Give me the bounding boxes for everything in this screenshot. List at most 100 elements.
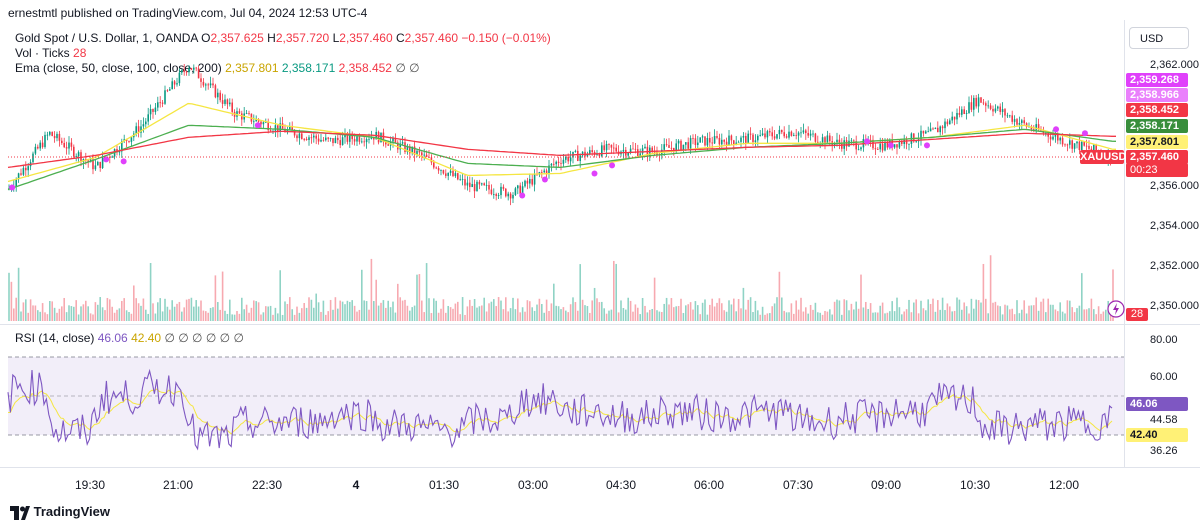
candle-body	[433, 162, 435, 168]
candle-body	[673, 147, 675, 152]
volume-bar	[401, 300, 404, 321]
ema-label[interactable]: Ema (close, 50, close, 100, close, 200)	[15, 61, 222, 75]
published-line: ernestmtl published on TradingView.com, …	[8, 6, 368, 20]
volume-bar	[560, 309, 562, 321]
volume-bar	[898, 307, 901, 321]
volume-bar	[286, 304, 289, 321]
volume-bar	[670, 298, 673, 321]
volume-bar	[389, 307, 392, 321]
volume-bar	[68, 305, 70, 321]
volume-bar	[1102, 311, 1105, 321]
candle-body	[457, 173, 459, 180]
price-axis-label: 2,356.000	[1150, 180, 1199, 192]
time-axis-label: 07:30	[782, 478, 814, 492]
volume-bar	[437, 312, 440, 321]
candle-body	[34, 146, 37, 154]
candle-body	[1011, 115, 1013, 122]
volume-bar	[370, 258, 373, 321]
volume-bar	[673, 307, 675, 321]
volume-bar	[471, 305, 473, 321]
tradingview-logo[interactable]: TradingView	[10, 504, 110, 520]
volume-bar	[1016, 300, 1018, 321]
volume-bar	[1100, 313, 1102, 321]
volume-bar	[169, 309, 171, 321]
candle-body	[514, 188, 517, 195]
candle-body	[1071, 140, 1073, 149]
volume-bar	[836, 299, 838, 321]
volume-bar	[781, 297, 783, 321]
volume-bar	[706, 314, 709, 321]
volume-bar	[632, 311, 634, 321]
candle-body	[37, 146, 39, 149]
candle-body	[771, 132, 773, 137]
candle-body	[908, 143, 910, 145]
volume-bar	[987, 313, 989, 321]
volume-bar	[70, 306, 73, 321]
volume-bar	[469, 299, 471, 321]
volume-bar	[27, 312, 29, 321]
candle-body	[269, 130, 272, 131]
candle-body	[459, 179, 461, 181]
ohlc-close: 2,357.460	[404, 31, 459, 45]
candle-body	[41, 142, 44, 148]
volume-bar	[56, 312, 58, 321]
volume-bar	[543, 312, 545, 321]
candle-body	[281, 123, 284, 129]
candle-body	[51, 131, 53, 136]
candle-body	[567, 156, 569, 162]
ema-cross-dot	[120, 158, 127, 165]
volume-bar	[327, 311, 329, 321]
candle-body	[188, 68, 190, 73]
candle-body	[195, 67, 197, 69]
lightning-icon[interactable]	[1107, 300, 1125, 318]
volume-bar	[877, 312, 879, 321]
candle-body	[560, 163, 562, 164]
volume-bar	[769, 313, 771, 321]
price-axis-label: 2,362.000	[1150, 59, 1199, 71]
volume-bar	[13, 308, 15, 321]
countdown-tag: 00:23	[1126, 163, 1188, 177]
candle-body	[488, 184, 490, 190]
volume-bar	[649, 309, 651, 321]
volume-bar	[793, 313, 795, 321]
candle-body	[1006, 115, 1009, 117]
candle-body	[305, 139, 308, 141]
price-tag-pink-1: 2,359.268	[1126, 73, 1188, 87]
rsi-label[interactable]: RSI (14, close)	[15, 331, 95, 345]
volume-bar	[272, 314, 274, 321]
candle-body	[101, 157, 104, 169]
volume-bar	[1069, 300, 1071, 321]
volume-label[interactable]: Vol · Ticks	[15, 46, 70, 60]
volume-bar	[173, 306, 176, 321]
volume-bar	[800, 297, 802, 321]
candle-body	[860, 147, 862, 150]
volume-bar	[8, 272, 10, 321]
candle-body	[481, 183, 483, 185]
symbol-title[interactable]: Gold Spot / U.S. Dollar, 1, OANDA	[15, 31, 198, 45]
volume-bar	[493, 299, 495, 321]
candle-body	[737, 141, 740, 143]
candle-body	[257, 119, 260, 122]
volume-bar	[913, 302, 915, 321]
volume-bar	[361, 269, 363, 321]
volume-bar	[639, 314, 641, 321]
volume-bar	[689, 302, 692, 321]
candle-body	[893, 144, 896, 148]
candle-body	[1076, 141, 1078, 144]
candle-body	[706, 138, 709, 146]
volume-bar	[565, 310, 567, 321]
volume-bar	[735, 311, 737, 321]
candle-body	[766, 131, 769, 138]
volume-bar	[41, 303, 44, 321]
candle-body	[320, 139, 322, 142]
candle-body	[687, 142, 689, 149]
candle-body	[327, 137, 329, 139]
volume-bar	[574, 302, 577, 321]
rsi-extra-6: ∅	[233, 331, 244, 345]
candle-body	[740, 137, 742, 142]
currency-button[interactable]: USD	[1129, 27, 1189, 49]
candle-body	[836, 139, 838, 143]
volume-bar	[572, 297, 574, 321]
volume-bar	[298, 312, 301, 321]
